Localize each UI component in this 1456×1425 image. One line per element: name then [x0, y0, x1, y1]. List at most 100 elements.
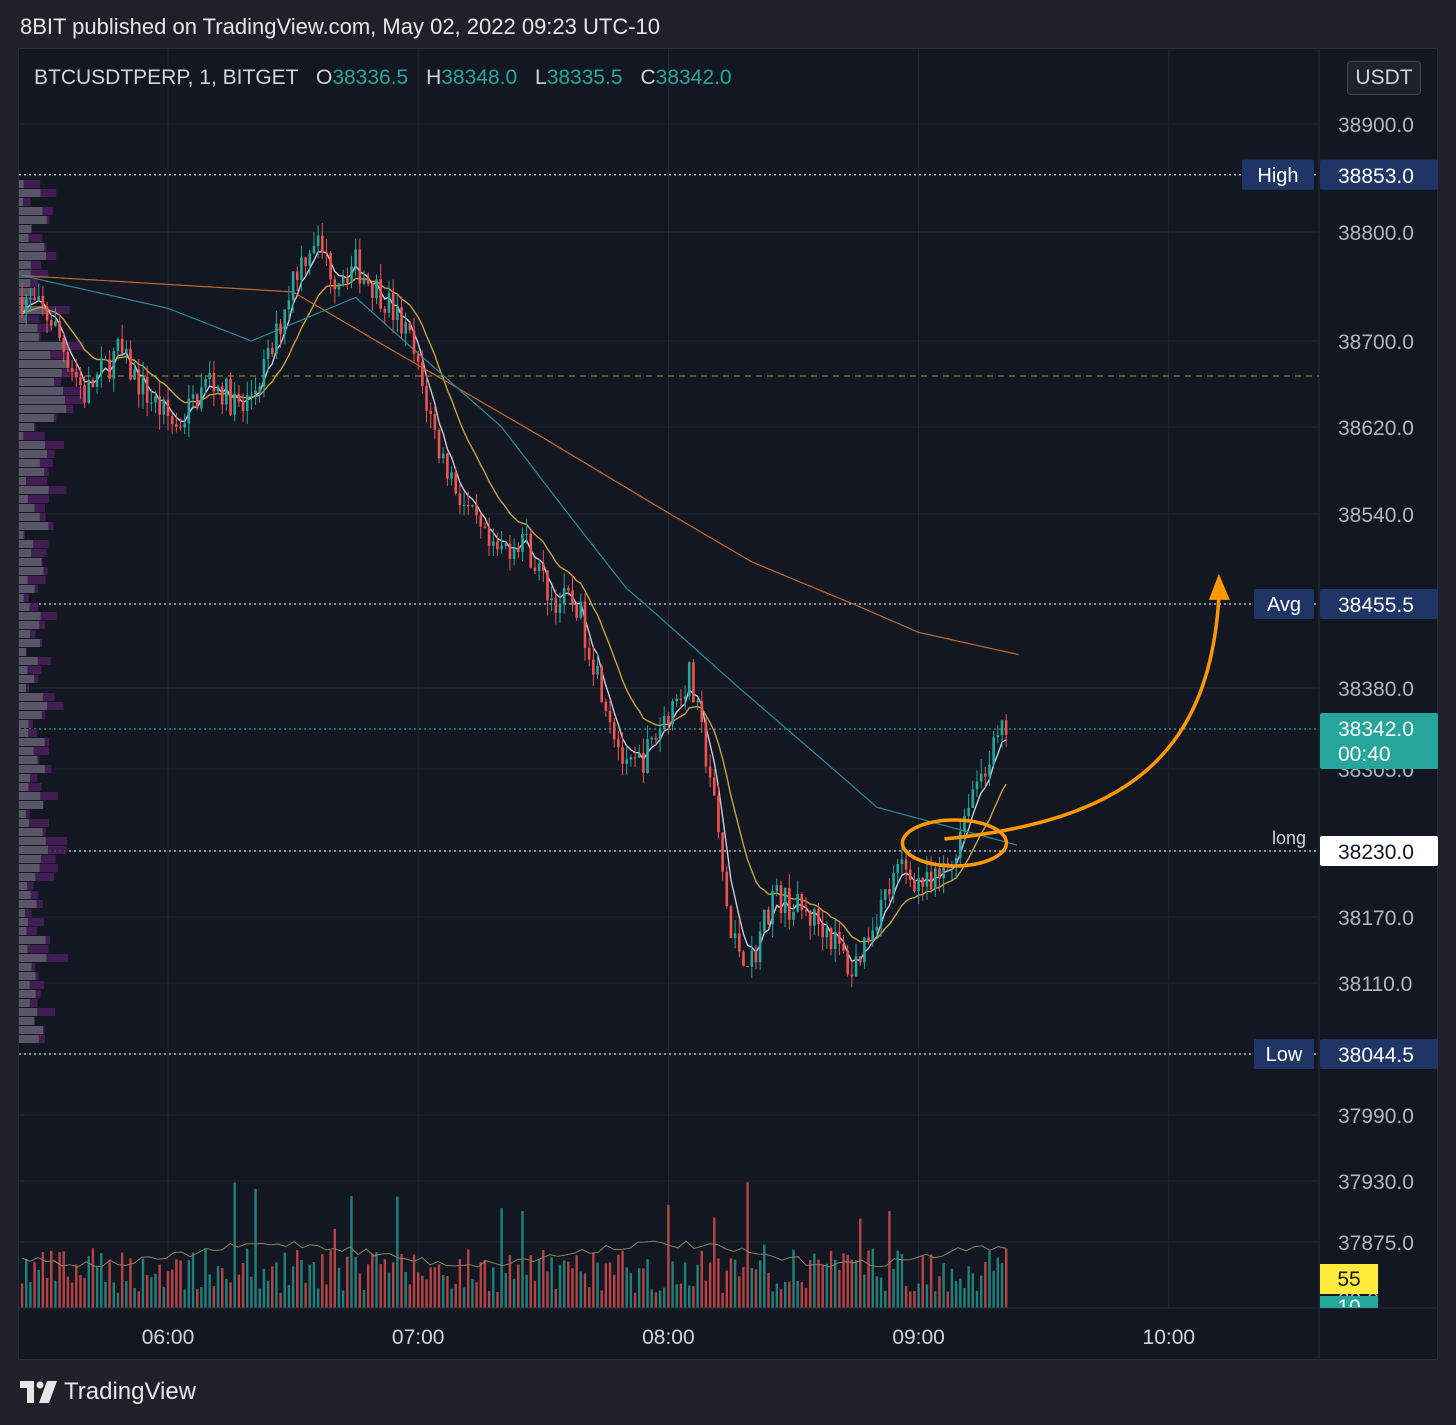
candle-body — [754, 950, 758, 963]
volume-bar — [537, 1258, 541, 1308]
volume-bar — [825, 1263, 829, 1308]
candle-body — [66, 352, 70, 368]
candle-body — [70, 367, 74, 372]
candle-body — [621, 747, 624, 764]
price-line-value-badge — [1320, 589, 1438, 619]
candle-body — [592, 659, 595, 675]
volume-bar — [913, 1290, 916, 1308]
profile-bar-buy — [19, 765, 45, 773]
volume-bar — [396, 1196, 399, 1308]
profile-bar-buy — [19, 288, 34, 296]
footer-brand[interactable]: TradingView — [20, 1378, 196, 1406]
price-tick-label: 38620.0 — [1338, 417, 1414, 440]
price-line-label: Avg — [1267, 594, 1301, 616]
volume-bar — [875, 1276, 879, 1308]
candle-body — [400, 307, 403, 334]
profile-bar-sell — [19, 576, 46, 584]
price-chart[interactable]: 38900.0 38800.0 38700.0 38620.0 38540.0 38455… — [0, 0, 1456, 1360]
candle-body — [37, 296, 41, 300]
volume-bar — [471, 1279, 474, 1308]
candle-body — [516, 547, 520, 552]
candle-body — [195, 394, 199, 409]
volume-bar — [496, 1291, 499, 1308]
profile-bar-buy — [19, 234, 29, 242]
candle-body — [604, 701, 608, 712]
profile-bar-buy — [19, 279, 31, 287]
volume-bar — [350, 1196, 353, 1308]
volume-bar — [296, 1250, 299, 1308]
volume-bar — [1004, 1248, 1008, 1308]
candle-body — [354, 249, 357, 267]
profile-bar-sell — [19, 783, 42, 791]
currency-button[interactable]: USDT — [1347, 61, 1421, 95]
candle-body — [291, 271, 295, 301]
candle-body — [583, 601, 587, 648]
volume-bar — [187, 1260, 191, 1308]
volume-bar — [658, 1290, 662, 1308]
candle-body — [446, 453, 449, 479]
candle-body — [325, 252, 328, 254]
volume-bar — [754, 1269, 758, 1308]
volume-bar — [671, 1261, 674, 1308]
axes: 38900.0 38800.0 38700.0 38620.0 38540.0 38455… — [19, 49, 1438, 1359]
candle-body — [241, 401, 245, 412]
candle-body — [170, 415, 174, 425]
volume-bar — [638, 1268, 641, 1308]
candle-body — [829, 927, 833, 950]
volume-bar — [79, 1275, 82, 1308]
candle-body — [254, 390, 257, 395]
volume-bar — [283, 1252, 286, 1308]
volume-bar — [254, 1188, 257, 1308]
volume-bar — [116, 1292, 120, 1308]
volume-bar — [266, 1280, 270, 1308]
volume-bar — [950, 1268, 954, 1308]
candle-body — [817, 908, 820, 925]
candle-body — [875, 926, 879, 931]
volume-bar — [721, 1292, 724, 1308]
candle-body — [1000, 720, 1004, 735]
candle-body — [283, 309, 287, 334]
volume-bar — [646, 1259, 649, 1308]
profile-bar-buy — [19, 972, 36, 980]
volume-bar — [125, 1281, 128, 1308]
profile-bar-buy — [19, 675, 35, 683]
candle-body — [525, 533, 528, 535]
candle-body — [971, 789, 975, 808]
candle-body — [245, 395, 249, 412]
candle-body — [500, 545, 503, 550]
candle-body — [220, 386, 224, 405]
candle-body — [587, 647, 591, 660]
candle-body — [888, 889, 891, 895]
candle-body — [796, 894, 799, 912]
candle-body — [992, 737, 995, 765]
volume-bar — [542, 1250, 545, 1308]
volume-bar — [37, 1269, 40, 1308]
annotation-arrowhead — [1208, 573, 1230, 600]
volume-bar — [625, 1267, 628, 1308]
price-tick-label: 38900.0 — [1338, 114, 1414, 137]
volume-bar — [788, 1281, 791, 1308]
profile-bar-sell — [19, 927, 38, 935]
volume-bar — [934, 1291, 937, 1308]
ma-cyan-line — [21, 275, 1018, 846]
volume-bar — [137, 1291, 141, 1308]
volume-bar — [742, 1267, 745, 1308]
publish-header: 8BIT published on TradingView.com, May 0… — [20, 14, 661, 39]
volume-bar — [763, 1244, 766, 1308]
candle-body — [79, 377, 82, 386]
candle-body — [125, 348, 128, 354]
profile-bar-sell — [19, 909, 32, 917]
volume-bar — [896, 1250, 899, 1308]
candle-body — [683, 696, 687, 700]
price-line-label: long — [1272, 828, 1306, 848]
profile-bar-buy — [19, 819, 30, 827]
volume-bar — [533, 1280, 537, 1308]
volume-bar — [738, 1276, 741, 1308]
candle-body — [346, 277, 349, 283]
profile-bar-buy — [19, 873, 36, 881]
chart-frame[interactable] — [18, 48, 1438, 1360]
candle-body — [892, 873, 895, 895]
candle-body — [842, 943, 845, 951]
volume-bar — [746, 1182, 749, 1308]
volume-bar — [346, 1256, 349, 1308]
